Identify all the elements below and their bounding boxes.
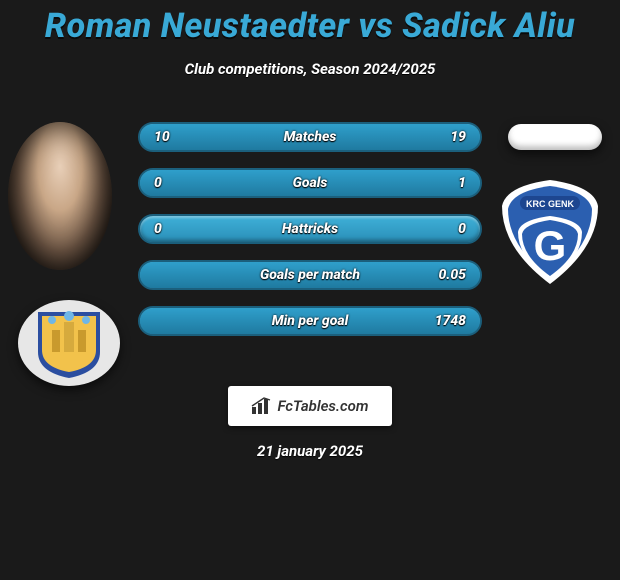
row-goals-per-match: Goals per match 0.05 xyxy=(138,260,482,290)
value-right: 0.05 xyxy=(438,267,466,283)
value-right: 19 xyxy=(450,129,466,145)
svg-text:KRC GENK: KRC GENK xyxy=(526,199,575,209)
row-goals: 0 Goals 1 xyxy=(138,168,482,198)
branding-text: FcTables.com xyxy=(277,397,368,415)
svg-text:G: G xyxy=(534,222,567,269)
value-right: 0 xyxy=(458,221,466,237)
row-matches: 10 Matches 19 xyxy=(138,122,482,152)
page-title: Roman Neustaedter vs Sadick Aliu xyxy=(0,0,620,46)
player-right-avatar xyxy=(508,124,602,150)
value-left: 10 xyxy=(154,129,170,145)
player-left-avatar xyxy=(8,122,112,270)
row-hattricks: 0 Hattricks 0 xyxy=(138,214,482,244)
metric-label: Matches xyxy=(284,129,337,145)
metric-label: Hattricks xyxy=(282,221,338,237)
comparison-infographic: Roman Neustaedter vs Sadick Aliu Club co… xyxy=(0,0,620,580)
metric-label: Goals per match xyxy=(260,267,360,283)
club-badge-right: KRC GENK G xyxy=(496,176,604,288)
bar-chart-icon xyxy=(251,397,271,415)
krc-genk-crest-icon: KRC GENK G xyxy=(496,176,604,288)
club-badge-left xyxy=(18,300,120,386)
branding-badge: FcTables.com xyxy=(228,386,392,426)
footer-date: 21 january 2025 xyxy=(257,442,363,460)
metric-label: Goals xyxy=(293,175,328,191)
row-min-per-goal: Min per goal 1748 xyxy=(138,306,482,336)
value-right: 1 xyxy=(458,175,466,191)
comparison-rows: 10 Matches 19 0 Goals 1 0 Hattricks 0 Go… xyxy=(138,122,482,352)
page-subtitle: Club competitions, Season 2024/2025 xyxy=(0,60,620,78)
value-right: 1748 xyxy=(435,313,466,329)
metric-label: Min per goal xyxy=(272,313,349,329)
kvc-westerlo-crest-icon xyxy=(28,306,110,380)
value-left: 0 xyxy=(154,221,162,237)
value-left: 0 xyxy=(154,175,162,191)
